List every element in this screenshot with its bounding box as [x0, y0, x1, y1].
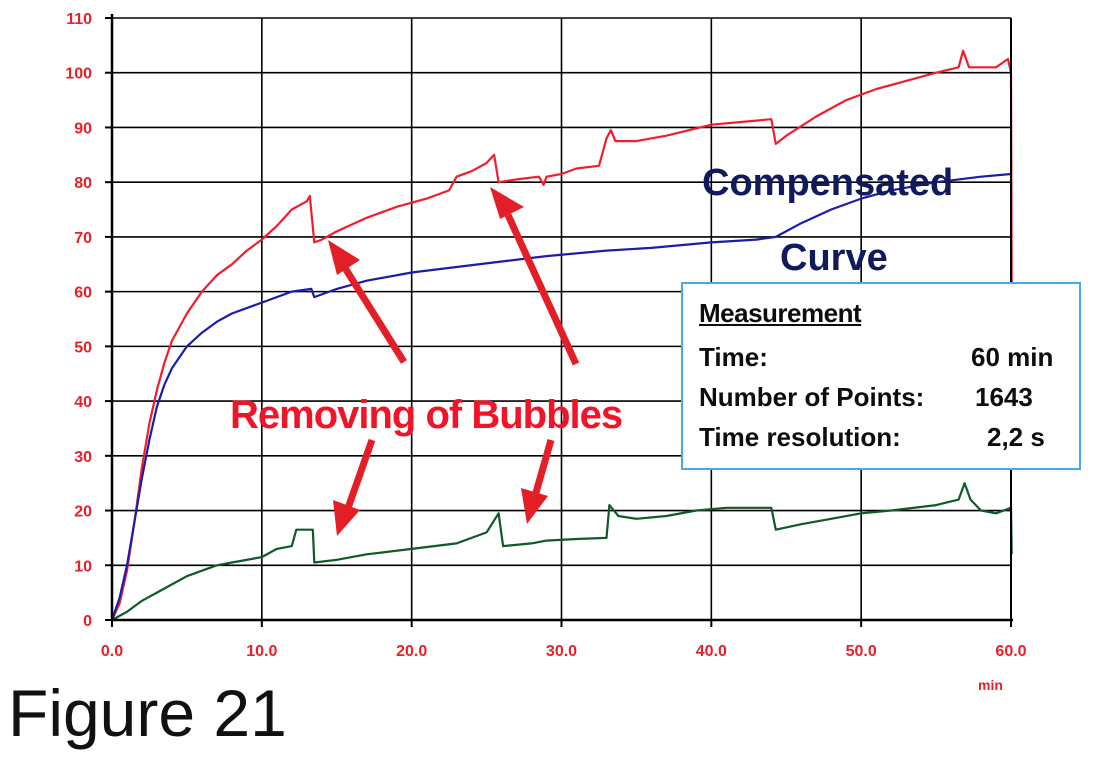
measurement-info-box: Measurement Time: 60 min Number of Point…	[681, 282, 1081, 470]
x-tick-label: 40.0	[696, 643, 727, 660]
y-tick-labels: 0 10 20 30 40 50 60 70 80 90 100 110	[65, 11, 92, 630]
y-tick-label: 90	[74, 120, 92, 137]
y-tick-label: 110	[66, 11, 92, 28]
arrow-up-left-icon	[490, 187, 580, 366]
series-line-raw	[110, 49, 1013, 621]
y-tick-label: 80	[74, 175, 92, 192]
row-label: Time:	[699, 342, 768, 372]
arrow-down-left-icon	[333, 438, 376, 536]
series-line-lower	[111, 482, 1013, 621]
arrow-up-left-icon	[328, 240, 407, 364]
x-tick-label: 20.0	[396, 643, 427, 660]
x-tick-label: 30.0	[546, 643, 577, 660]
x-tick-label: 10.0	[246, 643, 277, 660]
y-tick-label: 70	[74, 230, 92, 247]
annotation-curve: Curve	[780, 237, 888, 279]
series-group	[110, 49, 1013, 621]
series-line-compensated	[110, 172, 1012, 621]
annotation-removing-bubbles: Removing of Bubbles	[230, 393, 622, 437]
figure-title: Figure 21	[8, 676, 287, 750]
y-tick-label: 20	[74, 504, 92, 521]
arrow-icon-group	[328, 187, 580, 536]
x-tick-label: 50.0	[846, 643, 877, 660]
row-value: 1643	[975, 382, 1033, 412]
row-value: 2,2 s	[987, 422, 1045, 452]
y-tick-label: 0	[83, 613, 92, 630]
x-tick-labels: 0.0 10.0 20.0 30.0 40.0 50.0 60.0	[101, 643, 1027, 660]
y-tick-label: 30	[74, 449, 92, 466]
arrow-down-icon	[521, 439, 555, 524]
x-tick-label: 0.0	[101, 643, 123, 660]
row-value: 60 min	[971, 342, 1054, 372]
x-tick-label: 60.0	[995, 643, 1026, 660]
row-label: Number of Points:	[699, 382, 925, 412]
y-tick-label: 50	[74, 339, 92, 356]
measurement-heading: Measurement	[699, 298, 862, 328]
x-axis-unit: min	[978, 677, 1003, 693]
annotation-compensated: Compensated	[702, 162, 953, 204]
row-label: Time resolution:	[699, 422, 901, 452]
y-tick-label: 100	[65, 66, 92, 83]
y-tick-label: 40	[74, 394, 92, 411]
y-tick-label: 60	[74, 285, 92, 302]
y-tick-label: 10	[74, 558, 92, 575]
